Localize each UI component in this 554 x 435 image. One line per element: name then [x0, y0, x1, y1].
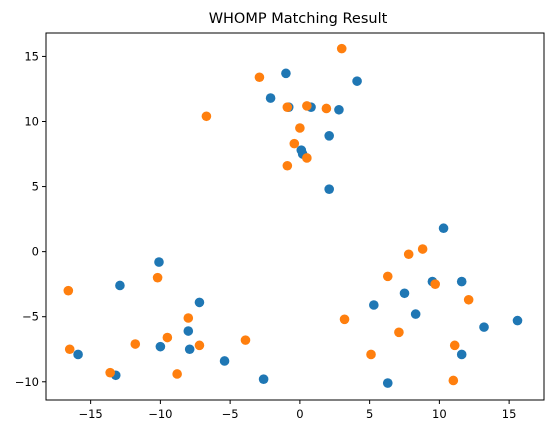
- plot-frame: [45, 32, 545, 401]
- series-0-point-28: [456, 349, 467, 360]
- series-0-point-16: [73, 349, 83, 360]
- series-1-point-18: [105, 367, 115, 378]
- series-0-point-11: [115, 280, 125, 291]
- series-0-point-2: [265, 93, 276, 103]
- ticks-layer: −15 −10 −5 0 5 10 15 −10 −5 0 5 10 15: [15, 49, 517, 421]
- series-1-point-15: [194, 340, 205, 351]
- x-tick-label: 5: [366, 407, 373, 421]
- series-1-point-1: [254, 72, 265, 83]
- series-1-point-22: [382, 271, 393, 282]
- series-1-point-24: [463, 294, 474, 305]
- y-tick-label: −10: [15, 375, 39, 389]
- series-1-point-26: [394, 327, 404, 338]
- series-1-point-8: [302, 153, 312, 163]
- x-tick-label: 0: [296, 407, 303, 421]
- series-1-point-4: [321, 103, 332, 114]
- series-0-point-12: [194, 297, 205, 308]
- series-1-point-0: [336, 43, 347, 54]
- series-1-point-29: [448, 375, 459, 386]
- series-1-point-7: [289, 138, 300, 149]
- x-tick-label: −10: [148, 407, 172, 421]
- series-0-point-19: [258, 374, 269, 384]
- series-0-point-0: [281, 68, 291, 79]
- chart-title: WHOMP Matching Result: [209, 11, 388, 27]
- series-0-point-1: [352, 76, 362, 86]
- y-tick-label: −5: [22, 310, 39, 324]
- series-0-point-24: [369, 300, 379, 310]
- series-0-point-22: [456, 276, 467, 287]
- series-1-point-11: [152, 272, 163, 283]
- series-1-point-20: [417, 244, 428, 254]
- series-1-point-25: [339, 314, 350, 325]
- series-0-point-10: [154, 257, 164, 267]
- series-0-point-18: [219, 356, 230, 366]
- series-1-point-6: [295, 123, 305, 133]
- series-0-point-6: [324, 131, 334, 141]
- x-tick-label: 15: [502, 407, 517, 421]
- series-1-point-10: [63, 285, 74, 296]
- series-1-point-3: [302, 101, 312, 111]
- x-tick-label: −5: [222, 407, 239, 421]
- series-0-point-25: [410, 309, 421, 319]
- y-tick-label: 10: [24, 114, 39, 128]
- series-1-point-27: [449, 340, 460, 351]
- series-0-point-27: [512, 315, 523, 326]
- series-1-point-5: [201, 111, 212, 122]
- series-0-point-20: [438, 223, 449, 234]
- series-0-point-23: [399, 288, 410, 299]
- series-0-point-13: [183, 326, 194, 336]
- series-1-point-28: [366, 349, 376, 360]
- series-1-point-19: [172, 369, 182, 379]
- x-tick-label: 10: [432, 407, 447, 421]
- series-1-point-13: [162, 332, 173, 343]
- series-1-point-2: [282, 102, 293, 112]
- x-tick-label: −15: [78, 407, 102, 421]
- points-layer: [63, 43, 523, 388]
- series-1-point-16: [240, 335, 251, 345]
- series-1-point-21: [403, 249, 414, 260]
- y-tick-label: 0: [32, 245, 39, 259]
- y-tick-label: 5: [32, 180, 39, 194]
- series-1-point-17: [64, 344, 75, 355]
- series-1-point-12: [183, 313, 194, 323]
- series-0-point-9: [324, 184, 334, 194]
- series-0-point-14: [155, 341, 166, 352]
- series-1-point-23: [430, 279, 440, 289]
- series-0-point-26: [479, 322, 489, 332]
- series-0-point-15: [184, 344, 195, 355]
- series-0-point-29: [382, 378, 393, 388]
- series-1-point-14: [130, 339, 141, 349]
- series-0-point-5: [334, 104, 344, 115]
- series-1-point-9: [282, 160, 293, 171]
- y-tick-label: 15: [24, 49, 39, 63]
